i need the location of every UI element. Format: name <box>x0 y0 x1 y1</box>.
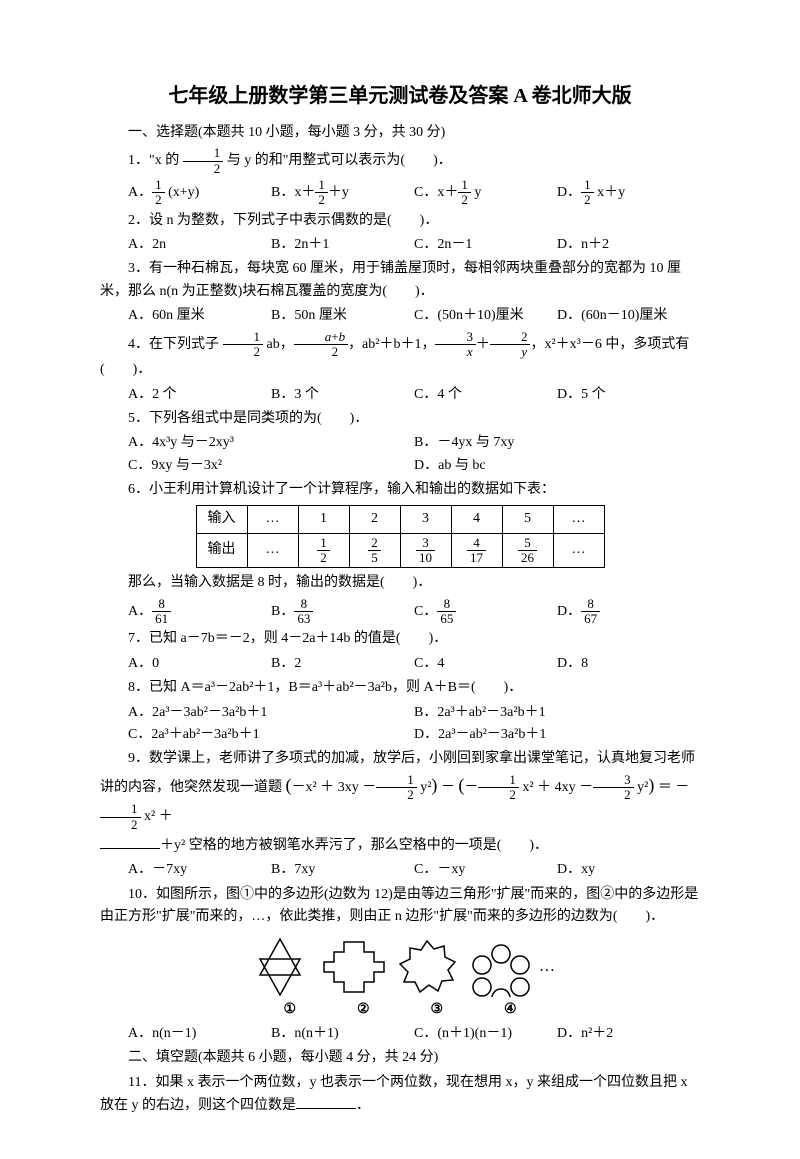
q3-opt-c: C．(50n＋10)厘米 <box>414 305 557 327</box>
q6-row-input: 输入 … 1 2 3 4 5 … <box>196 506 604 533</box>
q6-opt-a: A．861 <box>128 597 271 627</box>
q1-opt-b: B．x＋12＋y <box>271 178 414 208</box>
q4-opt-c: C．4 个 <box>414 384 557 406</box>
q3-options: A．60n 厘米 B．50n 厘米 C．(50n＋10)厘米 D．(60n－10… <box>128 305 700 327</box>
q4-opt-b: B．3 个 <box>271 384 414 406</box>
q4-stem: 4．在下列式子 12 ab，a+b2，ab²＋b＋1，3x＋2y，x²＋x³－6… <box>100 330 700 382</box>
q6-stem: 6．小王利用计算机设计了一个计算程序，输入和输出的数据如下表： <box>100 479 700 501</box>
q8-options: A．2a³－3ab²－3a²b＋1B．2a³＋ab²－3a²b＋1 C．2a³＋… <box>128 702 700 747</box>
q5-opt-a: A．4x³y 与－2xy³ <box>128 432 414 454</box>
q6-table: 输入 … 1 2 3 4 5 … 输出 … 12 25 310 417 526 … <box>196 505 605 568</box>
figure-1-icon <box>245 937 315 997</box>
q3-opt-d: D．(60n－10)厘米 <box>557 305 700 327</box>
section-1-header: 一、选择题(本题共 10 小题，每小题 3 分，共 30 分) <box>100 122 700 144</box>
q3-opt-a: A．60n 厘米 <box>128 305 271 327</box>
figure-3-icon <box>392 937 462 997</box>
q6-opt-c: C．865 <box>414 597 557 627</box>
q1-opt-d: D．12 x＋y <box>557 178 700 208</box>
q11-stem: 11．如果 x 表示一个两位数，y 也表示一个两位数，现在想用 x，y 来组成一… <box>100 1072 700 1118</box>
q2-options: A．2n B．2n＋1 C．2n－1 D．n＋2 <box>128 234 700 256</box>
q5-opt-c: C．9xy 与－3x² <box>128 455 414 477</box>
q3-stem: 3．有一种石棉瓦，每块宽 60 厘米，用于铺盖屋顶时，每相邻两块重叠部分的宽都为… <box>100 258 700 303</box>
q7-stem: 7．已知 a－7b＝－2，则 4－2a＋14b 的值是( )． <box>100 628 700 650</box>
q6-row-output: 输出 … 12 25 310 417 526 … <box>196 533 604 568</box>
q2-opt-b: B．2n＋1 <box>271 234 414 256</box>
page-title: 七年级上册数学第三单元测试卷及答案 A 卷北师大版 <box>100 80 700 112</box>
figure-4-icon <box>466 937 536 997</box>
q6-opt-d: D．867 <box>557 597 700 627</box>
q6-in-label: 输入 <box>196 506 247 533</box>
q5-stem: 5．下列各组式中是同类项的为( )． <box>100 408 700 430</box>
q1-stem: 1．"x 的 12 与 y 的和"用整式可以表示为( )． <box>100 146 700 176</box>
q8-stem: 8．已知 A＝a³－2ab²＋1，B＝a³＋ab²－3a²b，则 A＋B＝( )… <box>100 677 700 699</box>
q6-out-label: 输出 <box>196 533 247 568</box>
q10-stem: 10．如图所示，图①中的多边形(边数为 12)是由等边三角形"扩展"而来的，图②… <box>100 884 700 929</box>
q5-opt-b: B．－4yx 与 7xy <box>414 432 700 454</box>
q5-opt-d: D．ab 与 bc <box>414 455 700 477</box>
q6-opt-b: B．863 <box>271 597 414 627</box>
q4-options: A．2 个 B．3 个 C．4 个 D．5 个 <box>128 384 700 406</box>
frac-half: 12 <box>183 146 224 176</box>
q10-figure-labels: ① ② ③ ④ <box>100 999 700 1021</box>
q9-options: A．－7xyB．7xyC．－xyD．xy <box>128 859 700 881</box>
figure-2-icon <box>319 937 389 997</box>
q1-opt-c: C．x＋12 y <box>414 178 557 208</box>
q9-stem-b: ＋y² 空格的地方被钢笔水弄污了，那么空格中的一项是( )． <box>100 834 700 857</box>
q1-stem-a: 1．"x 的 <box>128 153 183 168</box>
q7-options: A．0B．2C．4D．8 <box>128 653 700 675</box>
q6-options: A．861 B．863 C．865 D．867 <box>128 597 700 627</box>
q5-options: A．4x³y 与－2xy³ B．－4yx 与 7xy C．9xy 与－3x² D… <box>128 432 700 477</box>
q2-opt-a: A．2n <box>128 234 271 256</box>
q10-options: A．n(n－1)B．n(n＋1)C．(n＋1)(n－1)D．n²＋2 <box>128 1023 700 1045</box>
q4-opt-a: A．2 个 <box>128 384 271 406</box>
q2-opt-c: C．2n－1 <box>414 234 557 256</box>
q4-opt-d: D．5 个 <box>557 384 700 406</box>
q1-stem-b: 与 y 的和"用整式可以表示为( )． <box>223 153 452 168</box>
q2-stem: 2．设 n 为整数，下列式子中表示偶数的是( )． <box>100 210 700 232</box>
figure-ellipsis: … <box>539 958 555 975</box>
q1-options: A．12 (x+y) B．x＋12＋y C．x＋12 y D．12 x＋y <box>128 178 700 208</box>
q10-figures: … <box>100 937 700 997</box>
q3-opt-b: B．50n 厘米 <box>271 305 414 327</box>
q6-after: 那么，当输入数据是 8 时，输出的数据是( )． <box>100 572 700 594</box>
q9-stem: 9．数学课上，老师讲了多项式的加减，放学后，小刚回到家拿出课堂笔记，认真地复习老… <box>100 748 700 832</box>
q1-opt-a: A．12 (x+y) <box>128 178 271 208</box>
section-2-header: 二、填空题(本题共 6 小题，每小题 4 分，共 24 分) <box>100 1047 700 1069</box>
q2-opt-d: D．n＋2 <box>557 234 700 256</box>
